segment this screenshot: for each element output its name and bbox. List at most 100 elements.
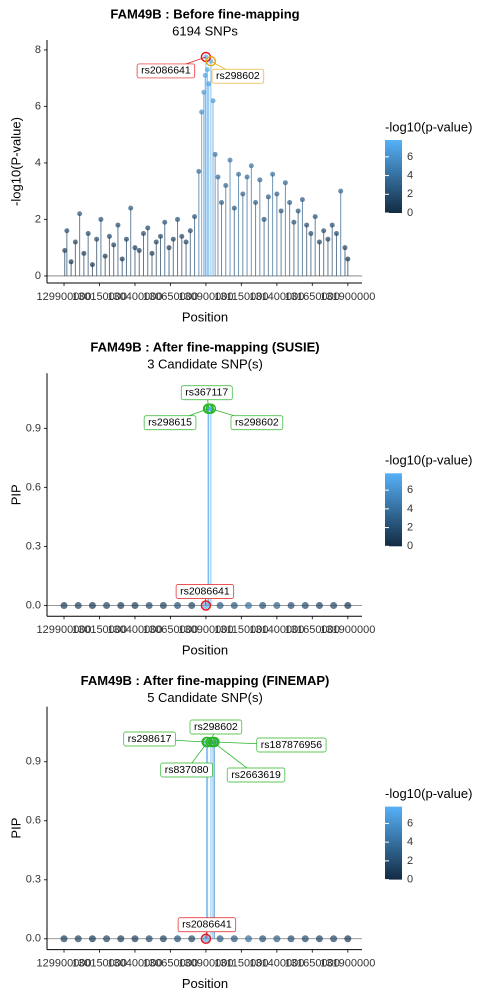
x-tick-label: 130900000 xyxy=(178,624,233,636)
snp-point xyxy=(227,157,233,163)
annotation: rs187876956 xyxy=(209,736,327,753)
snp-point xyxy=(159,601,167,609)
snp-point xyxy=(60,601,68,609)
snp-point xyxy=(183,239,189,245)
snp-point xyxy=(131,601,139,609)
chart-title: FAM49B : Before fine-mapping xyxy=(110,6,299,21)
annotation: rs298602 xyxy=(205,55,265,84)
x-tick-label: 130400000 xyxy=(107,291,162,303)
snp-point xyxy=(88,935,96,943)
snp-point xyxy=(199,109,205,115)
snp-point xyxy=(74,935,82,943)
snp-point xyxy=(170,236,176,242)
legend-title: -log10(p-value) xyxy=(385,786,472,801)
snp-point xyxy=(174,601,182,609)
snp-point xyxy=(240,191,246,197)
colorbar xyxy=(385,473,402,547)
snp-point xyxy=(244,935,252,943)
snp-point xyxy=(291,219,297,225)
colorbar-tick-label: 6 xyxy=(407,484,413,496)
snp-point xyxy=(153,239,159,245)
highlight-ring xyxy=(202,403,214,414)
snp-point xyxy=(278,208,284,214)
snp-point xyxy=(74,601,82,609)
snp-point xyxy=(325,236,331,242)
x-axis-label: Position xyxy=(182,643,228,658)
snp-point xyxy=(162,219,168,225)
y-tick-label: 4 xyxy=(35,157,41,169)
snp-point xyxy=(68,259,74,265)
snp-point xyxy=(282,180,288,186)
snp-point xyxy=(102,253,108,259)
y-tick-label: 0.0 xyxy=(26,933,41,945)
annotation: rs298602 xyxy=(189,719,243,748)
snp-point xyxy=(140,231,146,237)
snp-point xyxy=(259,935,267,943)
snp-point xyxy=(77,211,83,217)
x-tick-label: 130150000 xyxy=(72,958,127,970)
label-box xyxy=(160,762,213,778)
snp-point xyxy=(312,214,318,220)
snp-point xyxy=(212,151,218,157)
colorbar xyxy=(385,140,402,213)
snp-point xyxy=(149,250,155,256)
snp-point xyxy=(136,248,142,254)
annotation: rs2663619 xyxy=(207,736,286,783)
snp-point xyxy=(123,236,129,242)
snp-point xyxy=(216,935,224,943)
colorbar-tick-label: 6 xyxy=(407,817,413,829)
snp-point xyxy=(308,231,314,237)
label-box xyxy=(180,385,233,401)
colorbar-tick-label: 0 xyxy=(407,207,413,219)
snp-point xyxy=(85,231,91,237)
y-tick-label: 6 xyxy=(35,100,41,112)
snp-point xyxy=(201,89,207,95)
snp-point xyxy=(188,601,196,609)
snp-point xyxy=(299,197,305,203)
snp-point xyxy=(159,935,167,943)
snp-point xyxy=(315,601,323,609)
snp-point xyxy=(253,199,259,205)
x-tick-label: 130650000 xyxy=(143,624,198,636)
colorbar-tick-label: 2 xyxy=(407,188,413,200)
snp-point xyxy=(215,174,221,180)
x-tick-label: 131400000 xyxy=(249,624,304,636)
snp-point xyxy=(257,177,263,183)
legend-title: -log10(p-value) xyxy=(385,453,472,468)
colorbar-tick-label: 2 xyxy=(407,855,413,867)
colorbar-tick-label: 0 xyxy=(407,874,413,886)
label-box xyxy=(177,917,237,933)
snp-point xyxy=(106,233,112,239)
annotation-label: rs2086641 xyxy=(141,65,191,77)
annotation-label: rs367117 xyxy=(185,386,228,398)
annotation-label: rs187876956 xyxy=(261,739,322,751)
snp-point xyxy=(304,222,310,228)
x-tick-label: 130650000 xyxy=(143,958,198,970)
snp-point xyxy=(236,171,242,177)
snp-point xyxy=(187,228,193,234)
x-tick-label: 129900000 xyxy=(36,291,91,303)
snp-point xyxy=(192,214,198,220)
snp-point xyxy=(179,233,185,239)
chart-subtitle: 6194 SNPs xyxy=(172,23,238,38)
annotation-label: rs2663619 xyxy=(231,769,281,781)
x-tick-label: 130650000 xyxy=(143,291,198,303)
x-tick-label: 130900000 xyxy=(178,291,233,303)
snp-point xyxy=(338,188,344,194)
snp-point xyxy=(333,231,339,237)
annotation: rs2086641 xyxy=(177,917,237,945)
x-axis-label: Position xyxy=(182,309,228,324)
snp-point xyxy=(344,601,352,609)
chart-title: FAM49B : After fine-mapping (FINEMAP) xyxy=(81,673,330,688)
chart-title: FAM49B : After fine-mapping (SUSIE) xyxy=(90,340,319,355)
annotation: rs2086641 xyxy=(175,584,235,611)
annotation-label: rs837080 xyxy=(165,764,209,776)
snp-point xyxy=(60,935,68,943)
y-tick-label: 0.0 xyxy=(26,599,41,611)
colorbar-tick-label: 6 xyxy=(407,151,413,163)
label-box xyxy=(175,584,235,599)
snp-point xyxy=(131,935,139,943)
snp-point xyxy=(210,98,216,104)
annotation: rs2086641 xyxy=(136,51,212,79)
